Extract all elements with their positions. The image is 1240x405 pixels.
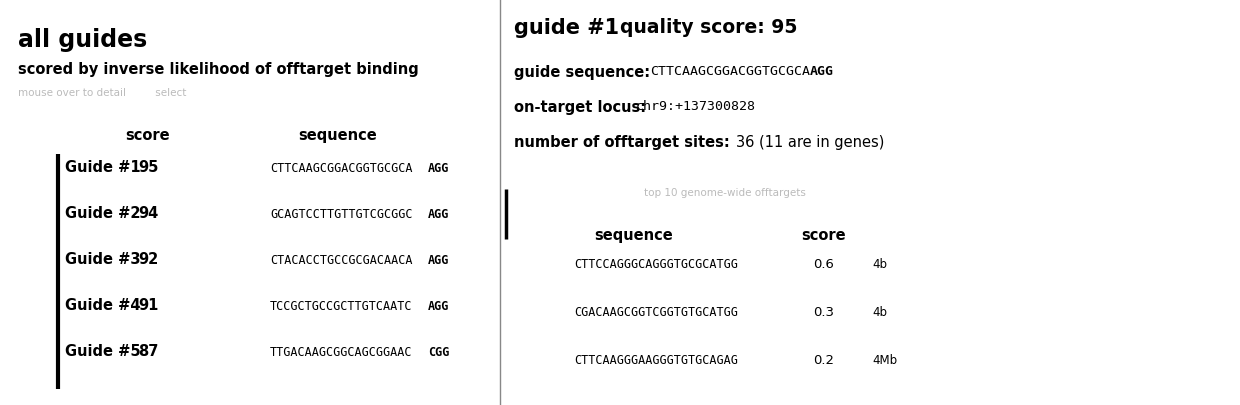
Text: TCCGCTGCCGCTTGTCAATC: TCCGCTGCCGCTTGTCAATC [270,299,413,312]
Text: score: score [125,128,170,143]
Text: on-target locus:: on-target locus: [515,100,646,115]
Text: 4b: 4b [872,258,887,271]
Text: sequence: sequence [595,228,673,243]
Text: quality score: 95: quality score: 95 [594,18,797,37]
Text: 0.6: 0.6 [813,258,835,271]
Text: 36 (11 are in genes): 36 (11 are in genes) [737,135,884,149]
Text: chr9:+137300828: chr9:+137300828 [636,100,756,113]
Text: CTACACCTGCCGCGACAACA: CTACACCTGCCGCGACAACA [270,253,413,266]
Text: scored by inverse likelihood of offtarget binding: scored by inverse likelihood of offtarge… [19,62,419,77]
Text: Guide #1: Guide #1 [64,160,140,175]
Text: 0.3: 0.3 [813,306,835,319]
Text: Guide #4: Guide #4 [64,298,140,313]
Text: sequence: sequence [299,128,377,143]
Text: 0.2: 0.2 [813,354,835,367]
Text: 4Mb: 4Mb [872,354,897,367]
Text: CTTCCAGGGCAGGGTGCGCATGG: CTTCCAGGGCAGGGTGCGCATGG [574,258,738,271]
Text: top 10 genome-wide offtargets: top 10 genome-wide offtargets [644,188,806,198]
Text: CTTCAAGCGGACGGTGCGCA: CTTCAAGCGGACGGTGCGCA [650,65,810,78]
Text: CTTCAAGCGGACGGTGCGCA: CTTCAAGCGGACGGTGCGCA [270,161,413,174]
Text: CGACAAGCGGTCGGTGTGCATGG: CGACAAGCGGTCGGTGTGCATGG [574,306,738,319]
Text: AGG: AGG [810,65,835,78]
Text: 92: 92 [138,252,159,267]
Text: AGG: AGG [428,253,449,266]
Text: Guide #3: Guide #3 [64,252,140,267]
Text: TTGACAAGCGGCAGCGGAAC: TTGACAAGCGGCAGCGGAAC [270,345,413,358]
Text: mouse over to detail         select: mouse over to detail select [19,88,186,98]
Text: GCAGTCCTTGTTGTCGCGGC: GCAGTCCTTGTTGTCGCGGC [270,207,413,220]
Text: AGG: AGG [428,207,449,220]
Text: 87: 87 [138,344,159,358]
Text: number of offtarget sites:: number of offtarget sites: [515,135,730,149]
Text: AGG: AGG [428,161,449,174]
Text: 91: 91 [138,298,159,313]
Text: Guide #5: Guide #5 [64,344,140,358]
Text: 4b: 4b [872,306,887,319]
Text: Guide #2: Guide #2 [64,206,140,221]
Text: 95: 95 [138,160,159,175]
Text: AGG: AGG [428,299,449,312]
Text: CTTCAAGGGAAGGGTGTGCAGAG: CTTCAAGGGAAGGGTGTGCAGAG [574,354,738,367]
Text: guide sequence:: guide sequence: [515,65,650,80]
Text: CGG: CGG [428,345,449,358]
Text: guide #1: guide #1 [515,18,619,38]
Text: all guides: all guides [19,28,148,52]
Text: 94: 94 [138,206,159,221]
Text: score: score [802,228,847,243]
